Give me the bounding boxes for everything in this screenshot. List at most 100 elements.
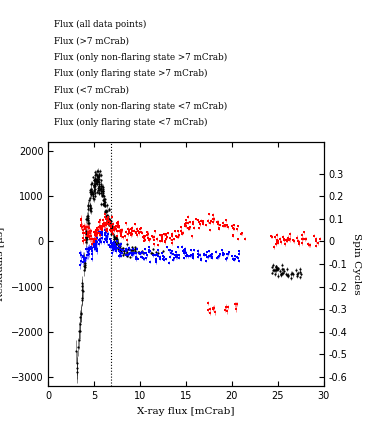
Point — [172, 251, 178, 258]
Point — [153, 255, 159, 262]
Point — [157, 238, 163, 245]
Point — [109, 227, 115, 233]
Point — [81, 264, 87, 271]
Point — [96, 240, 102, 247]
Point — [154, 251, 160, 258]
Point — [104, 227, 110, 234]
Point — [105, 217, 111, 224]
Point — [100, 186, 106, 193]
Point — [111, 226, 117, 233]
Point — [187, 224, 193, 231]
Point — [93, 170, 99, 177]
Point — [102, 235, 108, 242]
Point — [216, 225, 222, 232]
Point — [85, 248, 91, 255]
Point — [110, 242, 116, 248]
Point — [85, 245, 91, 252]
Point — [96, 176, 102, 183]
Point — [163, 256, 169, 263]
Point — [110, 243, 116, 250]
Point — [157, 254, 163, 261]
Point — [84, 246, 90, 253]
Point — [83, 216, 89, 223]
Point — [138, 229, 144, 236]
Point — [137, 230, 142, 236]
Point — [102, 201, 108, 208]
Point — [91, 184, 97, 190]
Point — [112, 239, 118, 246]
Point — [138, 250, 144, 257]
Point — [127, 250, 133, 257]
Point — [141, 255, 147, 262]
Point — [279, 266, 285, 272]
Point — [95, 178, 101, 184]
Point — [230, 232, 236, 239]
Point — [209, 251, 215, 258]
Point — [183, 253, 189, 260]
Point — [111, 232, 117, 239]
Point — [129, 252, 135, 259]
Point — [98, 171, 104, 178]
Point — [100, 217, 106, 224]
Point — [95, 184, 101, 191]
Point — [78, 251, 84, 258]
Point — [125, 245, 131, 252]
Point — [106, 206, 112, 213]
Point — [93, 176, 99, 183]
Point — [107, 244, 113, 251]
Point — [302, 236, 308, 242]
Point — [178, 224, 184, 230]
Point — [278, 271, 284, 278]
Point — [315, 239, 321, 246]
Point — [105, 214, 111, 221]
Point — [124, 247, 130, 254]
Point — [77, 314, 83, 321]
Point — [138, 253, 144, 260]
Point — [102, 232, 108, 239]
Point — [88, 243, 94, 250]
Point — [286, 236, 292, 243]
Text: Flux (>7 mCrab): Flux (>7 mCrab) — [54, 36, 129, 45]
Point — [100, 192, 106, 199]
Point — [92, 175, 97, 182]
Point — [112, 243, 118, 250]
Point — [85, 228, 91, 235]
Point — [201, 252, 207, 259]
Point — [99, 232, 105, 239]
Point — [101, 200, 107, 207]
Point — [78, 223, 84, 230]
Point — [169, 247, 175, 254]
Point — [119, 227, 125, 234]
Point — [155, 249, 161, 256]
Point — [234, 301, 240, 308]
Point — [98, 184, 104, 191]
Point — [87, 236, 93, 242]
Point — [98, 190, 104, 196]
Point — [92, 176, 98, 183]
Point — [173, 249, 179, 256]
Point — [203, 251, 209, 258]
Point — [231, 225, 237, 232]
Point — [150, 234, 156, 241]
Point — [113, 235, 119, 242]
Point — [183, 220, 189, 227]
Point — [146, 246, 152, 253]
Point — [126, 228, 132, 235]
Point — [224, 251, 230, 257]
Point — [225, 224, 231, 231]
Point — [77, 327, 83, 334]
Point — [110, 221, 116, 228]
Point — [83, 246, 89, 253]
Point — [97, 236, 103, 243]
Point — [91, 177, 97, 184]
Point — [87, 228, 93, 235]
Point — [92, 230, 98, 237]
Point — [167, 235, 173, 242]
Point — [119, 227, 125, 234]
Point — [132, 243, 138, 250]
Point — [182, 255, 187, 262]
Point — [87, 206, 93, 213]
Point — [205, 218, 211, 224]
Point — [159, 250, 165, 257]
Point — [208, 217, 214, 224]
